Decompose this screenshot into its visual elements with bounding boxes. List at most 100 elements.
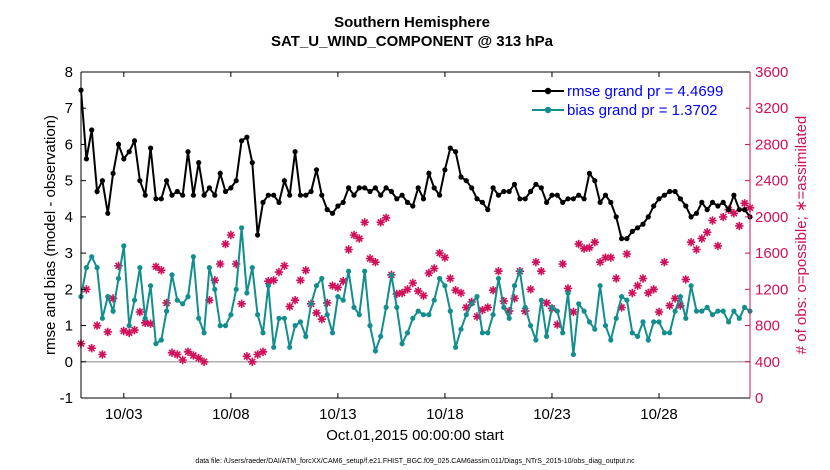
obs-assimilated-point [301, 266, 310, 275]
bias-point [94, 265, 100, 271]
obs-assimilated-point [151, 262, 161, 271]
obs-assimilated-point [681, 275, 690, 284]
obs-assimilated-point [713, 241, 723, 251]
rmse-point [244, 134, 250, 140]
obs-assimilated-point [205, 296, 214, 305]
bias-point [495, 275, 502, 282]
rmse-point [255, 232, 261, 238]
obs-assimilated-point [135, 307, 145, 317]
rmse-point [378, 192, 384, 198]
bias-point [180, 301, 186, 307]
rmse-point [404, 199, 411, 205]
x-tick-label: 10/18 [426, 406, 464, 423]
bias-point [271, 344, 277, 350]
rmse-point [490, 185, 496, 191]
bias-point [420, 312, 427, 318]
bias-point [565, 290, 571, 296]
chart-subtitle: SAT_U_WIND_COMPONENT @ 313 hPa [271, 33, 554, 50]
rmse-point [511, 181, 518, 187]
y-tick-label-right: 2400 [755, 173, 788, 190]
obs-assimilated-point [735, 221, 744, 231]
rmse-point [137, 178, 143, 184]
rmse-point [602, 192, 609, 198]
bias-point [635, 333, 641, 339]
rmse-point [495, 192, 502, 198]
bias-point [608, 337, 614, 343]
bias-point [704, 304, 710, 310]
rmse-point [158, 196, 164, 202]
obs-assimilated-point [665, 301, 674, 310]
bias-point [447, 308, 453, 314]
legend-rmse-marker [544, 87, 552, 95]
bias-point [453, 344, 459, 350]
bias-point [276, 315, 282, 321]
rmse-point [704, 207, 710, 213]
rmse-point [201, 192, 207, 198]
rmse-point [640, 221, 646, 227]
bias-point [255, 312, 261, 318]
obs-assimilated-point [505, 306, 514, 316]
obs-assimilated-point [488, 286, 498, 295]
bias-point [249, 265, 255, 271]
bias-point [629, 330, 635, 336]
obs-assimilated-point [290, 296, 300, 305]
bias-point [693, 308, 700, 314]
rmse-point [190, 192, 196, 198]
bias-point [228, 312, 234, 318]
obs-assimilated-point [521, 306, 530, 316]
obs-assimilated-point [708, 216, 717, 225]
rmse-point [329, 210, 336, 216]
rmse-point [420, 196, 427, 202]
obs-assimilated-point [569, 307, 578, 317]
obs-assimilated-point [451, 286, 460, 295]
rmse-point [308, 188, 314, 195]
bias-point [656, 319, 662, 325]
obs-assimilated-point [414, 286, 423, 296]
bias-point [196, 315, 202, 321]
rmse-point [89, 127, 95, 133]
rmse-point [351, 192, 357, 198]
obs-assimilated-point [660, 258, 669, 267]
rmse-point [164, 178, 170, 184]
rmse-point [233, 178, 239, 184]
rmse-point [683, 203, 689, 209]
rmse-point [506, 188, 512, 195]
y-tick-label: 4 [65, 209, 73, 226]
obs-assimilated-point [130, 325, 139, 335]
rmse-point [709, 199, 716, 205]
bias-point [169, 272, 175, 278]
bias-point [313, 283, 320, 289]
rmse-point [99, 178, 105, 184]
obs-assimilated-point [157, 266, 166, 275]
bias-point [645, 337, 651, 343]
bias-point [538, 297, 544, 303]
rmse-point [651, 203, 657, 209]
bias-point [351, 304, 357, 310]
bias-point [110, 308, 116, 314]
bias-point [715, 308, 721, 314]
obs-assimilated-point [483, 303, 492, 312]
bias-point [394, 304, 400, 310]
bias-point [115, 275, 122, 282]
y-tick-label-right: 2000 [755, 209, 788, 226]
bias-point [544, 333, 550, 339]
bias-point [142, 315, 148, 321]
obs-series-group [76, 199, 755, 366]
obs-assimilated-point [108, 294, 118, 303]
bias-point [474, 294, 480, 300]
bias-point [212, 286, 218, 292]
obs-assimilated-point [146, 319, 155, 328]
y-tick-label-right: 3600 [755, 64, 788, 81]
obs-assimilated-point [103, 327, 112, 337]
obs-assimilated-point [237, 299, 246, 308]
rmse-point [469, 185, 475, 191]
bias-point [469, 301, 475, 307]
rmse-point [313, 167, 320, 173]
rmse-point [501, 188, 507, 195]
y-tick-label: 2 [65, 281, 73, 298]
obs-assimilated-point [526, 285, 535, 294]
obs-assimilated-point [381, 213, 391, 222]
bias-point [506, 315, 512, 321]
rmse-point [169, 192, 175, 198]
obs-assimilated-point [579, 244, 589, 253]
